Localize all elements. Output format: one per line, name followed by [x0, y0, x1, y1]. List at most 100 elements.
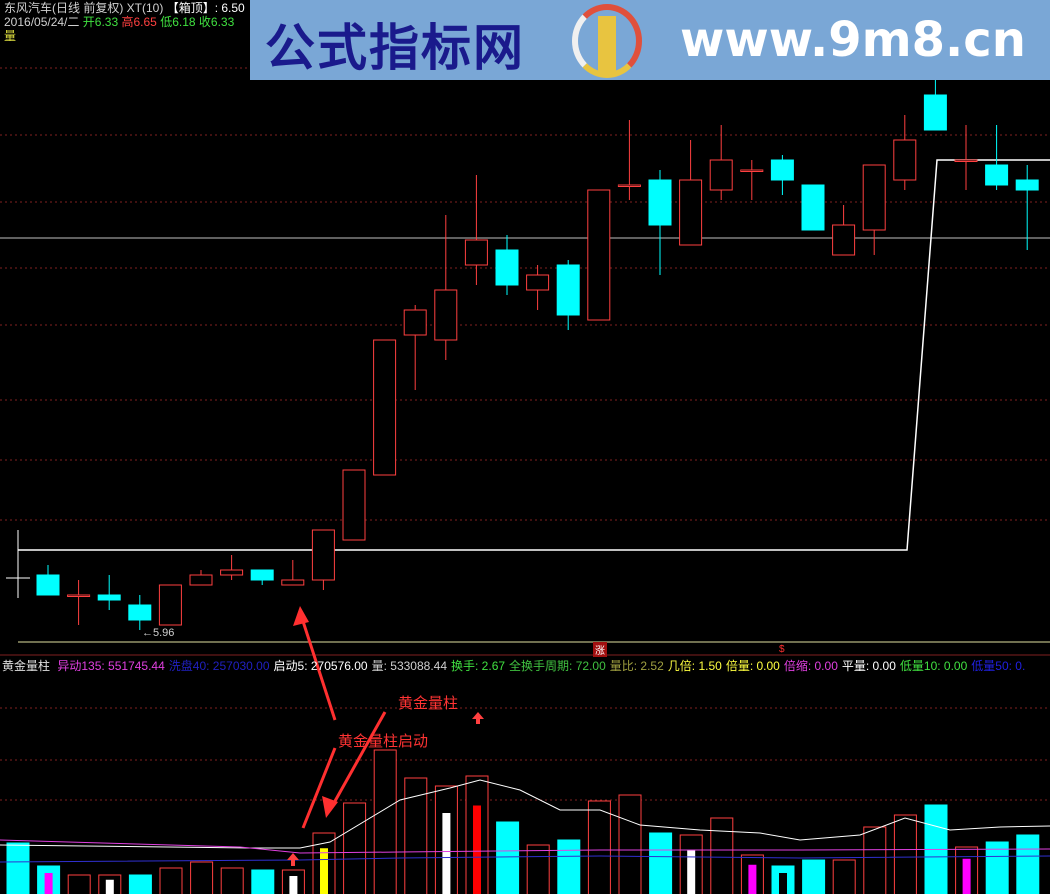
- indicator-item: 全换手周期: 72.00: [509, 659, 606, 673]
- candle-body: [158, 584, 182, 626]
- box-top-line: [18, 159, 1050, 551]
- volume-bar: [404, 777, 428, 894]
- volume-bar: [587, 800, 611, 894]
- volume-bar-highlight: [44, 873, 53, 894]
- candle-body: [862, 164, 886, 231]
- volume-bar: [985, 841, 1009, 894]
- volume-bar: [343, 802, 367, 894]
- date: 2016/05/24/二: [4, 15, 80, 29]
- indicator-item: 换手: 2.67: [451, 659, 506, 673]
- candle-body: [128, 604, 152, 621]
- close-value: 6.33: [210, 15, 235, 29]
- indicator-item: 启动5: 270576.00: [273, 659, 368, 673]
- candle-body: [311, 529, 335, 581]
- vol-label: 量: [4, 29, 17, 43]
- candle-body: [526, 274, 550, 291]
- indicator-item: 量比: 2.52: [609, 659, 664, 673]
- sign-badge: $: [779, 644, 785, 655]
- volume-bar-highlight: [473, 805, 481, 894]
- high-label: 高: [121, 15, 134, 29]
- volume-bar-highlight: [748, 864, 757, 894]
- watermark-site-name: 公式指标网: [265, 18, 525, 77]
- candle-body: [617, 184, 641, 187]
- volume-bar: [6, 842, 30, 894]
- candle-body: [679, 179, 703, 246]
- indicator-item: 低量10: 0.00: [899, 659, 968, 673]
- candle-body: [556, 264, 580, 316]
- volume-bar: [373, 749, 397, 894]
- up-arrow-icon: [287, 853, 299, 866]
- watermark-url: www.9m8.cn: [680, 12, 1026, 68]
- volume-bar-highlight: [320, 848, 328, 894]
- indicator-item: 量: 533088.44: [371, 659, 448, 673]
- low-label: 低: [160, 15, 173, 29]
- watermark-banner: 公式指标网 www.9m8.cn: [250, 0, 1050, 80]
- chart-header: 东风汽车(日线 前复权) XT(10) 【箱顶】: 6.50 2016/05/2…: [4, 1, 248, 43]
- volume-bar: [557, 839, 581, 894]
- volume-bar-highlight: [962, 858, 971, 894]
- volume-bar: [863, 826, 887, 894]
- high-value: 6.65: [133, 15, 157, 29]
- candle-body: [189, 574, 213, 586]
- candle-body: [67, 594, 91, 597]
- volume-bar: [190, 861, 214, 894]
- candle-body: [342, 469, 366, 541]
- volume-bar-highlight: [687, 849, 696, 894]
- volume-bar: [496, 821, 520, 894]
- up-arrow-icon: [472, 712, 484, 724]
- volume-bar-highlight: [105, 879, 114, 894]
- candle-body: [832, 224, 856, 256]
- candle-body: [740, 169, 764, 172]
- stock-name: 东风汽车(日线 前复权) XT(10): [4, 1, 164, 15]
- annotation-arrowhead: [293, 606, 309, 626]
- candle-body: [801, 184, 825, 231]
- volume-bar: [893, 814, 917, 894]
- rise-badge: 涨: [593, 642, 607, 657]
- candle-body: [923, 94, 947, 131]
- candle-body: [464, 239, 488, 266]
- close-label: 收: [198, 15, 211, 29]
- annotation-arrowhead: [322, 796, 338, 818]
- volume-bar-highlight: [289, 876, 298, 894]
- indicator-item: 洗盘40: 257030.00: [168, 659, 270, 673]
- candle-body: [434, 289, 458, 341]
- candle-body: [648, 179, 672, 226]
- open-label: 开: [82, 15, 95, 29]
- indicator-item: 倍量: 0.00: [725, 659, 780, 673]
- indicator-item: 平量: 0.00: [841, 659, 896, 673]
- watermark-logo: [572, 4, 642, 78]
- volume-bar-highlight: [442, 813, 451, 894]
- volume-ma-line: [0, 779, 1050, 849]
- open-value: 6.33: [94, 15, 119, 29]
- low-marker: ←5.96: [142, 627, 175, 639]
- annotation-arrow: [298, 611, 337, 721]
- candle-body: [587, 189, 611, 321]
- volume-bar: [251, 869, 275, 894]
- volume-bar-highlight: [779, 873, 787, 894]
- indicator-name[interactable]: 黄金量柱: [2, 659, 51, 673]
- low-value: 6.18: [172, 15, 196, 29]
- candle-body: [893, 139, 917, 181]
- candle-body: [373, 339, 397, 476]
- volume-bar: [618, 794, 642, 894]
- low-marker-value: 5.96: [153, 627, 175, 639]
- annotation-arrow: [301, 747, 337, 829]
- candle-body: [709, 159, 733, 191]
- candle-body: [495, 249, 519, 286]
- volume-bar: [526, 844, 550, 894]
- volume-bar: [159, 867, 183, 894]
- volume-bar: [128, 874, 152, 894]
- candle-body: [250, 569, 274, 581]
- indicator-item: 几倍: 1.50: [667, 659, 722, 673]
- indicator-item: 倍缩: 0.00: [783, 659, 838, 673]
- candle-body: [403, 309, 427, 336]
- candle-body: [770, 159, 794, 181]
- volume-bar: [67, 874, 91, 894]
- washout-line: [0, 855, 1050, 863]
- annotation-golden-bar-start: 黄金量柱启动: [338, 733, 429, 750]
- volume-bar: [649, 832, 673, 894]
- volume-bar: [1016, 834, 1040, 894]
- volume-bar: [220, 867, 244, 894]
- volume-bar: [832, 859, 856, 894]
